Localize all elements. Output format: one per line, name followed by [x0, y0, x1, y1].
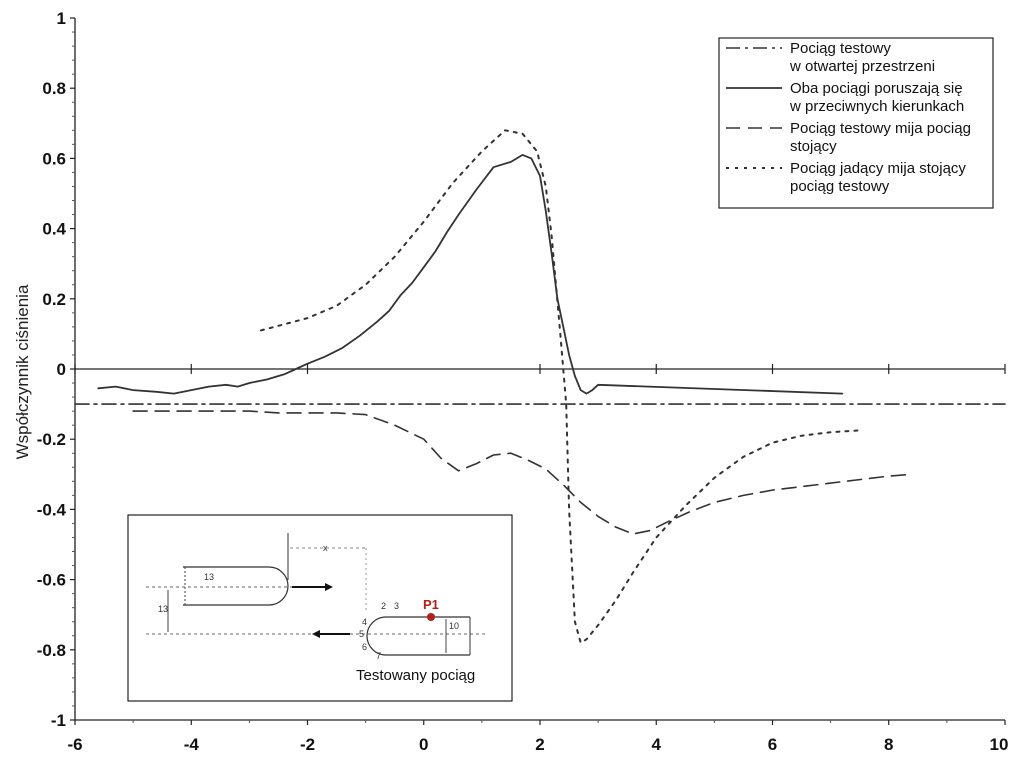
- point-label-4: 4: [362, 617, 367, 627]
- axes-layer: [70, 17, 1006, 725]
- moving-train-arrowhead: [325, 583, 333, 591]
- point-label-2: 2: [381, 601, 386, 611]
- legend-box: [718, 37, 994, 209]
- inset-box: [127, 514, 513, 702]
- y-tick-label: -0.2: [37, 430, 66, 449]
- series-line-pociag-testowy-mija-pociag-stojacy: [132, 410, 913, 535]
- y-tick-label: 0.8: [42, 79, 66, 98]
- x-tick-label: 4: [652, 735, 662, 754]
- test-train-outline: [366, 616, 470, 656]
- moving-train-outline: [183, 566, 289, 606]
- inset-diagram: 13 x 13 10 2 3 4 5 6 7 P1 Testowany poci…: [127, 514, 513, 702]
- legend-label-oba-pociagi-poruszaja-sie-w-przeciwnych-kierunkach: w przeciwnych kierunkach: [789, 98, 964, 115]
- inset-caption: Testowany pociąg: [356, 667, 475, 684]
- legend-label-pociag-testowy-w-otwartej-przestrzeni: w otwartej przestrzeni: [789, 58, 935, 75]
- y-tick-label: 0.4: [42, 220, 66, 239]
- y-tick-label: -1: [51, 711, 66, 730]
- x-tick-label: -6: [67, 735, 82, 754]
- legend-label-pociag-jadacy-mija-stojacy-pociag-testowy: Pociąg jadący mija stojący: [790, 160, 966, 177]
- x-tick-label: 10: [990, 735, 1009, 754]
- x-tick-label: 6: [768, 735, 777, 754]
- x-tick-label: 8: [884, 735, 893, 754]
- dim-label-width-1: 13: [204, 572, 214, 582]
- x-tick-label: -4: [184, 735, 200, 754]
- series-layer: [74, 129, 1006, 644]
- p1-label: P1: [423, 597, 439, 612]
- legend-label-pociag-testowy-mija-pociag-stojacy: stojący: [790, 138, 837, 155]
- p1-marker: [427, 613, 435, 621]
- y-tick-label: -0.8: [37, 641, 66, 660]
- y-tick-label: 0: [57, 360, 66, 379]
- point-label-3: 3: [394, 601, 399, 611]
- x-tick-label: -2: [300, 735, 315, 754]
- dim-label-width-2: 13: [158, 604, 168, 614]
- y-tick-label: 0.2: [42, 290, 66, 309]
- point-label-6: 6: [362, 642, 367, 652]
- legend-label-pociag-jadacy-mija-stojacy-pociag-testowy: pociąg testowy: [790, 178, 890, 195]
- dim-label-height: 10: [449, 621, 459, 631]
- tick-labels-layer: 1 0.8 0.6 0.4 0.2 0 -0.2 -0.4 -0.6 -0.8 -1-6 -4 -2 0 2…: [37, 9, 1009, 754]
- legend-label-oba-pociagi-poruszaja-sie-w-przeciwnych-kierunkach: Oba pociągi poruszają się: [790, 80, 963, 97]
- point-label-7: 7: [376, 651, 381, 661]
- series-line-oba-pociagi-poruszaja-sie-w-przeciwnych-kierunkach: [97, 153, 844, 395]
- test-train-arrowhead: [312, 630, 320, 638]
- legend-label-pociag-testowy-mija-pociag-stojacy: Pociąg testowy mija pociąg: [790, 120, 971, 137]
- point-label-5: 5: [359, 629, 364, 639]
- x-tick-label: 0: [419, 735, 428, 754]
- x-tick-label: 2: [535, 735, 544, 754]
- y-tick-label: 0.6: [42, 149, 66, 168]
- y-axis-label: Współczynnik ciśnienia: [13, 284, 32, 459]
- legend-label-pociag-testowy-w-otwartej-przestrzeni: Pociąg testowy: [790, 40, 891, 57]
- y-tick-label: -0.6: [37, 571, 66, 590]
- dim-label-x: x: [323, 543, 328, 553]
- y-tick-label: 1: [57, 9, 66, 28]
- y-tick-label: -0.4: [37, 500, 67, 519]
